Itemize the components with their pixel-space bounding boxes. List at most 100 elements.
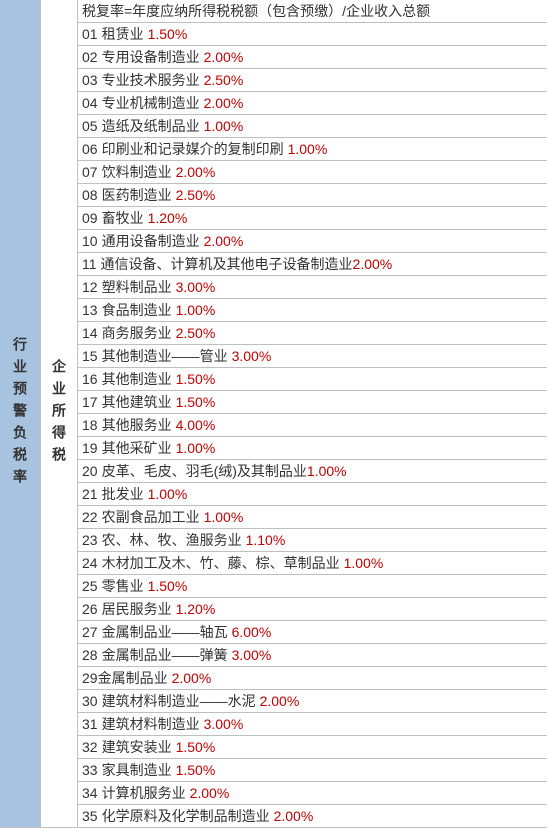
row-number: 23 xyxy=(82,531,98,549)
row-number: 30 xyxy=(82,692,98,710)
table-row: 32建筑安装业1.50% xyxy=(78,736,547,759)
data-column: 税复率=年度应纳所得税税额（包含预缴）/企业收入总额 01租赁业1.50%02专… xyxy=(78,0,547,828)
row-number: 25 xyxy=(82,577,98,595)
tax-rate: 1.50% xyxy=(148,577,188,595)
table-row: 19其他采矿业1.00% xyxy=(78,437,547,460)
industry-name: 金属制品业 xyxy=(98,669,168,687)
tax-rate: 2.00% xyxy=(172,669,212,687)
industry-name: 其他制造业 xyxy=(102,370,172,388)
row-number: 15 xyxy=(82,347,98,365)
table-row: 29金属制品业2.00% xyxy=(78,667,547,690)
tax-rate: 2.00% xyxy=(260,692,300,710)
tax-rate: 2.00% xyxy=(274,807,314,825)
mid-category-cell: 企业所得税 xyxy=(41,0,78,828)
tax-rate: 1.50% xyxy=(176,393,216,411)
tax-rate: 2.00% xyxy=(204,48,244,66)
tax-rate: 1.20% xyxy=(148,209,188,227)
industry-name: 批发业 xyxy=(102,485,144,503)
table-row: 20皮革、毛皮、羽毛(绒)及其制品业1.00% xyxy=(78,460,547,483)
tax-rate: 2.00% xyxy=(190,784,230,802)
industry-name: 造纸及纸制品业 xyxy=(102,117,200,135)
row-number: 02 xyxy=(82,48,98,66)
left-category-label: 行业预警负税率 xyxy=(10,337,30,491)
tax-rate: 1.00% xyxy=(176,439,216,457)
row-number: 13 xyxy=(82,301,98,319)
table-row: 27金属制品业——轴瓦6.00% xyxy=(78,621,547,644)
table-row: 02专用设备制造业2.00% xyxy=(78,46,547,69)
row-number: 06 xyxy=(82,140,98,158)
table-container: 行业预警负税率 企业所得税 税复率=年度应纳所得税税额（包含预缴）/企业收入总额… xyxy=(0,0,547,828)
industry-name: 家具制造业 xyxy=(102,761,172,779)
tax-rate: 1.00% xyxy=(176,301,216,319)
row-number: 26 xyxy=(82,600,98,618)
formula-header: 税复率=年度应纳所得税税额（包含预缴）/企业收入总额 xyxy=(78,0,547,23)
table-row: 17其他建筑业1.50% xyxy=(78,391,547,414)
tax-rate: 2.00% xyxy=(353,255,393,273)
tax-rate: 2.50% xyxy=(204,71,244,89)
row-number: 20 xyxy=(82,462,98,480)
tax-rate: 2.00% xyxy=(204,232,244,250)
table-row: 15其他制造业——管业3.00% xyxy=(78,345,547,368)
tax-rate: 4.00% xyxy=(176,416,216,434)
table-row: 01租赁业1.50% xyxy=(78,23,547,46)
industry-name: 其他服务业 xyxy=(102,416,172,434)
industry-name: 塑料制品业 xyxy=(102,278,172,296)
table-row: 33家具制造业1.50% xyxy=(78,759,547,782)
row-number: 21 xyxy=(82,485,98,503)
industry-name: 木材加工及木、竹、藤、棕、草制品业 xyxy=(102,554,340,572)
table-row: 26居民服务业1.20% xyxy=(78,598,547,621)
row-number: 05 xyxy=(82,117,98,135)
tax-rate: 1.00% xyxy=(288,140,328,158)
table-row: 18其他服务业4.00% xyxy=(78,414,547,437)
industry-name: 饮料制造业 xyxy=(102,163,172,181)
row-number: 16 xyxy=(82,370,98,388)
tax-rate: 3.00% xyxy=(176,278,216,296)
tax-rate: 1.10% xyxy=(246,531,286,549)
table-row: 24木材加工及木、竹、藤、棕、草制品业1.00% xyxy=(78,552,547,575)
table-row: 13食品制造业1.00% xyxy=(78,299,547,322)
industry-name: 其他制造业——管业 xyxy=(102,347,228,365)
row-number: 17 xyxy=(82,393,98,411)
row-number: 18 xyxy=(82,416,98,434)
row-number: 19 xyxy=(82,439,98,457)
industry-name: 零售业 xyxy=(102,577,144,595)
table-row: 31建筑材料制造业3.00% xyxy=(78,713,547,736)
tax-rate: 1.00% xyxy=(204,508,244,526)
tax-rate: 1.50% xyxy=(176,370,216,388)
mid-category-label: 企业所得税 xyxy=(49,359,69,469)
tax-rate: 2.50% xyxy=(176,186,216,204)
table-row: 21批发业1.00% xyxy=(78,483,547,506)
table-row: 34计算机服务业2.00% xyxy=(78,782,547,805)
table-row: 16其他制造业1.50% xyxy=(78,368,547,391)
row-number: 14 xyxy=(82,324,98,342)
row-number: 31 xyxy=(82,715,98,733)
tax-rate: 2.00% xyxy=(204,94,244,112)
row-number: 01 xyxy=(82,25,98,43)
industry-name: 化学原料及化学制品制造业 xyxy=(102,807,270,825)
tax-rate: 1.00% xyxy=(307,462,347,480)
table-row: 35化学原料及化学制品制造业2.00% xyxy=(78,805,547,828)
row-number: 03 xyxy=(82,71,98,89)
industry-name: 其他采矿业 xyxy=(102,439,172,457)
tax-rate: 2.00% xyxy=(176,163,216,181)
row-number: 24 xyxy=(82,554,98,572)
table-row: 28金属制品业——弹簧3.00% xyxy=(78,644,547,667)
industry-name: 租赁业 xyxy=(102,25,144,43)
tax-rate: 1.50% xyxy=(176,761,216,779)
industry-name: 金属制品业——弹簧 xyxy=(102,646,228,664)
tax-rate: 6.00% xyxy=(232,623,272,641)
table-row: 11通信设备、计算机及其他电子设备制造业2.00% xyxy=(78,253,547,276)
industry-name: 专业机械制造业 xyxy=(102,94,200,112)
row-number: 08 xyxy=(82,186,98,204)
table-row: 23农、林、牧、渔服务业1.10% xyxy=(78,529,547,552)
row-number: 09 xyxy=(82,209,98,227)
table-row: 12塑料制品业3.00% xyxy=(78,276,547,299)
table-row: 03专业技术服务业2.50% xyxy=(78,69,547,92)
table-row: 10通用设备制造业2.00% xyxy=(78,230,547,253)
industry-name: 农副食品加工业 xyxy=(102,508,200,526)
tax-rate: 3.00% xyxy=(232,347,272,365)
tax-rate: 1.00% xyxy=(204,117,244,135)
table-row: 05造纸及纸制品业1.00% xyxy=(78,115,547,138)
tax-rate: 2.50% xyxy=(176,324,216,342)
industry-name: 建筑材料制造业 xyxy=(102,715,200,733)
